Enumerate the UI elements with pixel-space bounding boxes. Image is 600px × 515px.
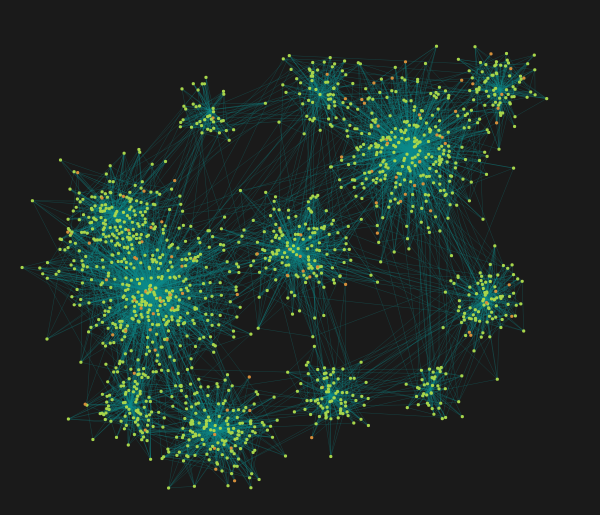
network-graph — [0, 0, 600, 515]
